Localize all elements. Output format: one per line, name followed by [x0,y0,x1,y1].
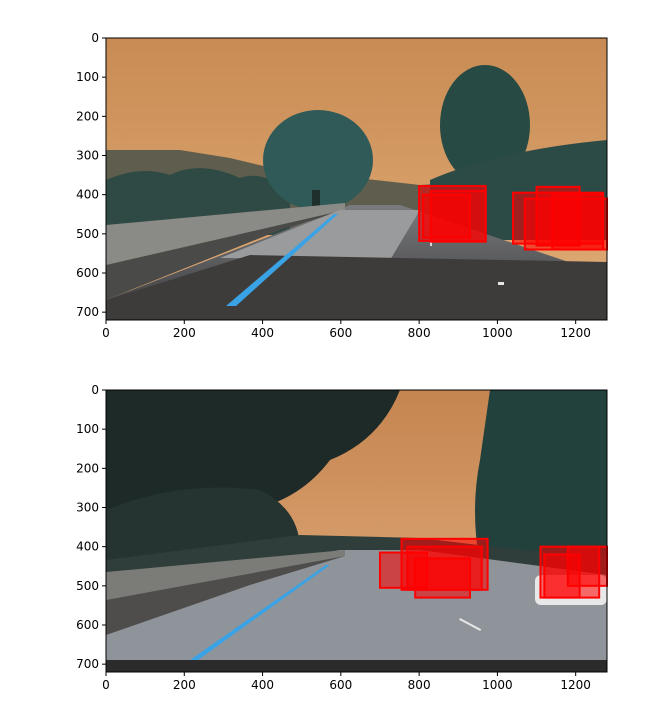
x-tick-label: 1200 [560,678,591,692]
y-tick-label: 500 [76,579,99,593]
x-tick-label: 800 [408,326,431,340]
figure-panel-bottom: 0 200 400 600 800 1000 1200 0 100 200 300 400 500 600… [0,360,646,710]
x-tick-label: 0 [102,326,110,340]
axis-ticks-bottom: 0 200 400 600 800 1000 1200 0 100 200 300 400 500 600… [76,383,591,692]
x-tick-label: 200 [173,678,196,692]
detection-box [543,553,581,599]
detection-plot-top: 0 200 400 600 800 1000 1200 0 100 200 300 400 500 600… [76,31,608,340]
y-tick-label: 600 [76,618,99,632]
y-tick-label: 100 [76,422,99,436]
camera-frame-bottom [106,390,608,672]
lane-line-left [190,565,330,660]
y-tick-label: 700 [76,305,99,319]
lane-line-left [226,214,338,306]
y-tick-label: 200 [76,461,99,475]
x-tick-label: 400 [251,678,274,692]
detection-boxes-top [418,185,608,251]
figure-panel-top: 0 200 400 600 800 1000 1200 0 100 200 300 400 500 600… [0,0,646,350]
y-tick-label: 100 [76,70,99,84]
y-tick-label: 300 [76,501,99,515]
x-tick-label: 400 [251,326,274,340]
y-tick-label: 600 [76,266,99,280]
y-tick-label: 0 [91,31,99,45]
detection-box [414,557,472,599]
detection-plot-bottom: 0 200 400 600 800 1000 1200 0 100 200 300 400 500 600… [76,383,608,692]
y-tick-label: 400 [76,540,99,554]
detection-box [551,193,605,251]
y-tick-label: 300 [76,149,99,163]
x-tick-label: 0 [102,678,110,692]
x-tick-label: 600 [329,326,352,340]
x-tick-label: 1200 [560,326,591,340]
axes-frame-top [105,37,608,321]
camera-frame-top [106,38,608,320]
y-tick-label: 0 [91,383,99,397]
x-tick-label: 800 [408,678,431,692]
x-tick-label: 600 [329,678,352,692]
axis-ticks-top: 0 200 400 600 800 1000 1200 0 100 200 300 400 500 600… [76,31,591,340]
x-tick-label: 200 [173,326,196,340]
axes-frame-bottom [105,389,608,673]
x-tick-label: 1000 [482,326,513,340]
y-tick-label: 200 [76,109,99,123]
y-tick-label: 500 [76,227,99,241]
detection-boxes-bottom [378,537,608,599]
y-tick-label: 700 [76,657,99,671]
y-tick-label: 400 [76,188,99,202]
x-tick-label: 1000 [482,678,513,692]
detection-box [422,193,472,239]
